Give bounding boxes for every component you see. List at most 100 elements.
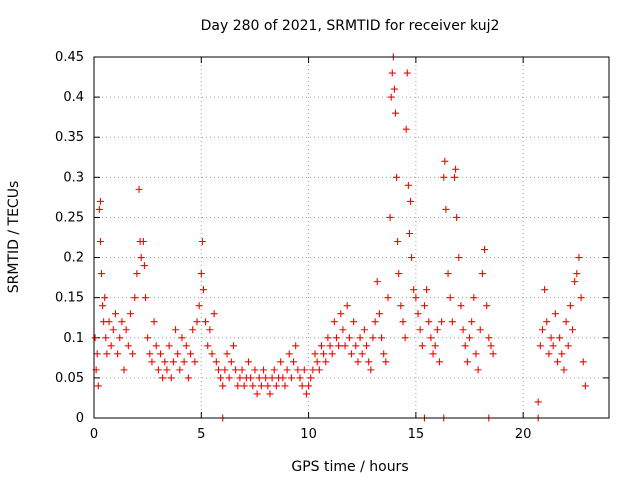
data-point: [577, 294, 585, 302]
data-point: [384, 294, 392, 302]
data-point: [217, 374, 225, 382]
data-point: [322, 358, 330, 366]
data-point: [459, 326, 467, 334]
data-point: [387, 93, 395, 101]
data-point: [352, 342, 360, 350]
data-point: [120, 366, 128, 374]
data-point: [129, 350, 137, 358]
data-point: [446, 294, 454, 302]
data-point: [483, 302, 491, 310]
data-point: [184, 374, 192, 382]
data-point: [386, 213, 394, 221]
data-point: [571, 278, 579, 286]
data-point: [485, 334, 493, 342]
data-point: [438, 318, 446, 326]
data-point: [545, 350, 553, 358]
data-point: [382, 358, 390, 366]
data-point: [489, 350, 497, 358]
data-point: [137, 254, 145, 262]
data-point: [412, 294, 420, 302]
data-point: [131, 294, 139, 302]
data-point: [476, 326, 484, 334]
data-point: [281, 382, 289, 390]
data-point: [538, 326, 546, 334]
data-point: [410, 286, 418, 294]
y-tick-label: 0.45: [55, 50, 84, 65]
data-point: [307, 374, 315, 382]
data-point: [96, 238, 104, 246]
x-tick-label: 10: [300, 427, 317, 442]
data-point: [249, 382, 257, 390]
data-point: [478, 270, 486, 278]
data-point: [564, 342, 572, 350]
data-point: [401, 334, 409, 342]
data-point: [189, 326, 197, 334]
data-point: [227, 358, 235, 366]
data-point: [197, 270, 205, 278]
data-point: [157, 350, 165, 358]
data-point: [152, 342, 160, 350]
data-point: [251, 366, 259, 374]
y-tick-label: 0.1: [63, 331, 84, 346]
data-point: [102, 334, 110, 342]
data-point: [290, 358, 298, 366]
data-point: [257, 382, 265, 390]
data-point: [109, 326, 117, 334]
data-point: [202, 318, 210, 326]
data-point: [429, 350, 437, 358]
data-point: [414, 310, 422, 318]
data-point: [204, 342, 212, 350]
data-point: [562, 318, 570, 326]
data-point: [394, 238, 402, 246]
data-point: [391, 109, 399, 117]
data-point: [221, 366, 229, 374]
data-point: [402, 125, 410, 133]
data-point: [431, 342, 439, 350]
data-point: [554, 358, 561, 366]
data-point: [451, 173, 458, 181]
data-point: [101, 294, 109, 302]
data-point: [566, 302, 574, 310]
data-point: [103, 350, 111, 358]
data-point: [124, 342, 132, 350]
data-point: [277, 358, 285, 366]
y-tick-label: 0.35: [55, 130, 84, 145]
data-point: [294, 366, 302, 374]
data-point: [260, 366, 268, 374]
data-point: [390, 85, 398, 93]
data-point: [206, 326, 214, 334]
data-point: [407, 197, 415, 205]
data-point: [369, 334, 377, 342]
data-point: [348, 350, 355, 358]
data-point: [264, 382, 272, 390]
data-point: [547, 334, 555, 342]
data-point: [371, 318, 379, 326]
data-point: [279, 374, 287, 382]
data-point: [375, 310, 383, 318]
data-point: [94, 382, 102, 390]
data-point: [427, 334, 435, 342]
data-point: [311, 350, 319, 358]
data-point: [99, 302, 107, 310]
data-point: [403, 69, 411, 77]
data-point: [144, 334, 152, 342]
data-point: [292, 342, 300, 350]
data-point: [481, 246, 489, 254]
data-point: [148, 358, 156, 366]
data-point: [187, 350, 195, 358]
plot-frame: [93, 56, 610, 419]
data-point: [440, 173, 448, 181]
data-point: [335, 342, 343, 350]
data-point: [463, 358, 471, 366]
data-point: [210, 310, 218, 318]
data-point: [339, 326, 347, 334]
data-point: [320, 350, 328, 358]
data-point: [283, 366, 291, 374]
data-point: [140, 262, 148, 270]
x-tick-label: 0: [90, 427, 98, 442]
data-point: [360, 326, 368, 334]
data-point: [219, 382, 227, 390]
data-point: [285, 350, 293, 358]
y-tick-label: 0: [76, 411, 84, 426]
data-point: [313, 358, 321, 366]
